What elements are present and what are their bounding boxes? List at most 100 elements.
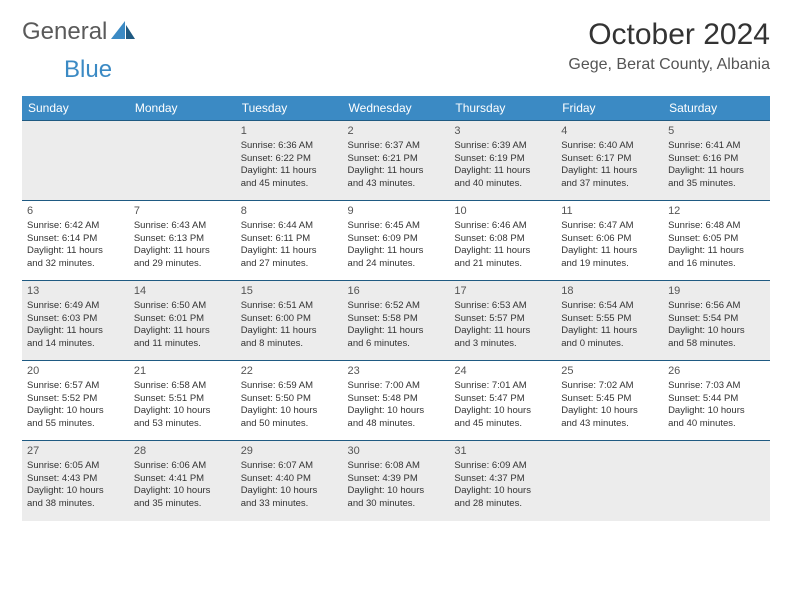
daylight2-text: and 43 minutes. [348,178,445,191]
sunset-text: Sunset: 5:48 PM [348,393,445,406]
sunrise-text: Sunrise: 6:36 AM [241,140,338,153]
day-number: 27 [27,444,124,459]
day-number: 25 [561,364,658,379]
brand-text-part1: General [22,18,107,46]
sunset-text: Sunset: 4:39 PM [348,473,445,486]
calendar-day-cell: 23Sunrise: 7:00 AMSunset: 5:48 PMDayligh… [343,361,450,441]
daylight2-text: and 3 minutes. [454,338,551,351]
calendar-day-cell: 20Sunrise: 6:57 AMSunset: 5:52 PMDayligh… [22,361,129,441]
sunrise-text: Sunrise: 7:00 AM [348,380,445,393]
daylight1-text: Daylight: 11 hours [561,165,658,178]
daylight1-text: Daylight: 11 hours [241,245,338,258]
sunrise-text: Sunrise: 6:44 AM [241,220,338,233]
daylight2-text: and 35 minutes. [134,498,231,511]
calendar-day-cell: 27Sunrise: 6:05 AMSunset: 4:43 PMDayligh… [22,441,129,521]
day-number: 3 [454,124,551,139]
sunset-text: Sunset: 5:44 PM [668,393,765,406]
sunset-text: Sunset: 5:58 PM [348,313,445,326]
daylight1-text: Daylight: 11 hours [348,325,445,338]
day-number: 15 [241,284,338,299]
sunset-text: Sunset: 6:21 PM [348,153,445,166]
calendar-day-cell: 6Sunrise: 6:42 AMSunset: 6:14 PMDaylight… [22,201,129,281]
title-block: October 2024 Gege, Berat County, Albania [568,18,770,74]
sunrise-text: Sunrise: 7:01 AM [454,380,551,393]
daylight2-text: and 50 minutes. [241,418,338,431]
daylight2-text: and 33 minutes. [241,498,338,511]
daylight1-text: Daylight: 10 hours [348,405,445,418]
weekday-header: Wednesday [343,96,450,121]
sunset-text: Sunset: 5:47 PM [454,393,551,406]
weekday-header: Monday [129,96,236,121]
sunrise-text: Sunrise: 6:41 AM [668,140,765,153]
calendar-day-cell [22,121,129,201]
brand-text-part2: Blue [64,56,112,84]
daylight2-text: and 58 minutes. [668,338,765,351]
calendar-day-cell: 16Sunrise: 6:52 AMSunset: 5:58 PMDayligh… [343,281,450,361]
calendar-day-cell: 4Sunrise: 6:40 AMSunset: 6:17 PMDaylight… [556,121,663,201]
sunset-text: Sunset: 4:43 PM [27,473,124,486]
sunrise-text: Sunrise: 6:54 AM [561,300,658,313]
sunrise-text: Sunrise: 6:09 AM [454,460,551,473]
calendar-day-cell: 17Sunrise: 6:53 AMSunset: 5:57 PMDayligh… [449,281,556,361]
daylight1-text: Daylight: 11 hours [241,325,338,338]
sunset-text: Sunset: 6:22 PM [241,153,338,166]
sunset-text: Sunset: 4:41 PM [134,473,231,486]
calendar-day-cell [663,441,770,521]
day-number: 20 [27,364,124,379]
daylight1-text: Daylight: 11 hours [241,165,338,178]
day-number: 23 [348,364,445,379]
day-number: 7 [134,204,231,219]
sunset-text: Sunset: 4:40 PM [241,473,338,486]
location-text: Gege, Berat County, Albania [568,56,770,74]
sunset-text: Sunset: 6:01 PM [134,313,231,326]
sunrise-text: Sunrise: 6:43 AM [134,220,231,233]
sunset-text: Sunset: 6:13 PM [134,233,231,246]
daylight1-text: Daylight: 11 hours [668,165,765,178]
daylight1-text: Daylight: 11 hours [454,165,551,178]
daylight2-text: and 37 minutes. [561,178,658,191]
daylight1-text: Daylight: 11 hours [27,325,124,338]
daylight1-text: Daylight: 11 hours [454,325,551,338]
daylight1-text: Daylight: 10 hours [241,485,338,498]
day-number: 5 [668,124,765,139]
sunrise-text: Sunrise: 6:57 AM [27,380,124,393]
calendar-day-cell: 15Sunrise: 6:51 AMSunset: 6:00 PMDayligh… [236,281,343,361]
weekday-header: Saturday [663,96,770,121]
sunrise-text: Sunrise: 6:07 AM [241,460,338,473]
daylight2-text: and 43 minutes. [561,418,658,431]
daylight2-text: and 11 minutes. [134,338,231,351]
sunrise-text: Sunrise: 6:05 AM [27,460,124,473]
daylight2-text: and 16 minutes. [668,258,765,271]
weekday-header: Sunday [22,96,129,121]
sunrise-text: Sunrise: 6:46 AM [454,220,551,233]
calendar-week-row: 6Sunrise: 6:42 AMSunset: 6:14 PMDaylight… [22,201,770,281]
calendar-day-cell: 10Sunrise: 6:46 AMSunset: 6:08 PMDayligh… [449,201,556,281]
calendar-day-cell: 28Sunrise: 6:06 AMSunset: 4:41 PMDayligh… [129,441,236,521]
day-number: 6 [27,204,124,219]
day-number: 18 [561,284,658,299]
daylight1-text: Daylight: 11 hours [454,245,551,258]
day-number: 8 [241,204,338,219]
daylight1-text: Daylight: 11 hours [27,245,124,258]
calendar-head: SundayMondayTuesdayWednesdayThursdayFrid… [22,96,770,121]
calendar-week-row: 20Sunrise: 6:57 AMSunset: 5:52 PMDayligh… [22,361,770,441]
sunset-text: Sunset: 5:50 PM [241,393,338,406]
daylight2-text: and 40 minutes. [668,418,765,431]
calendar-day-cell [129,121,236,201]
daylight2-text: and 29 minutes. [134,258,231,271]
daylight2-text: and 8 minutes. [241,338,338,351]
day-number: 30 [348,444,445,459]
daylight1-text: Daylight: 11 hours [561,325,658,338]
sunset-text: Sunset: 6:06 PM [561,233,658,246]
calendar-week-row: 27Sunrise: 6:05 AMSunset: 4:43 PM Dayligh… [22,441,770,521]
calendar-body: 1Sunrise: 6:36 AMSunset: 6:22 PMDaylight… [22,121,770,521]
sunrise-text: Sunrise: 6:59 AM [241,380,338,393]
sunset-text: Sunset: 4:37 PM [454,473,551,486]
daylight2-text: and 0 minutes. [561,338,658,351]
daylight2-text: and 53 minutes. [134,418,231,431]
day-number: 10 [454,204,551,219]
sunset-text: Sunset: 6:16 PM [668,153,765,166]
daylight1-text: Daylight: 11 hours [134,325,231,338]
sunset-text: Sunset: 5:54 PM [668,313,765,326]
day-number: 9 [348,204,445,219]
